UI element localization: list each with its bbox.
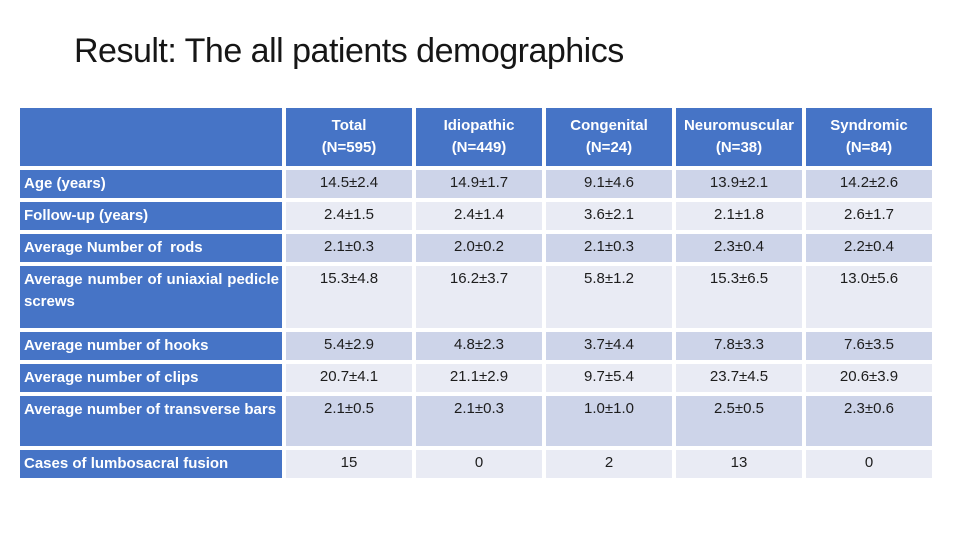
column-header-total: Total (N=595) [286, 108, 412, 166]
column-n-count: (N=449) [451, 139, 507, 156]
row-label: Average number of transverse bars [20, 396, 282, 446]
header-row: Total (N=595) Idiopathic (N=449) Congenital (… [20, 108, 932, 166]
row-label: Average number of uniaxial pedicle screw… [20, 266, 282, 328]
value-cell: 14.9±1.7 [416, 170, 542, 198]
table-row: Age (years) 14.5±2.4 14.9±1.7 9.1±4.6 13.9±2… [20, 170, 932, 198]
row-label: Average number of hooks [20, 332, 282, 360]
value-cell: 3.6±2.1 [546, 202, 672, 230]
value-cell: 7.6±3.5 [806, 332, 932, 360]
table-row: Average number of clips 20.7±4.1 21.1±2.9 9… [20, 364, 932, 392]
value-cell: 14.2±2.6 [806, 170, 932, 198]
value-cell: 20.7±4.1 [286, 364, 412, 392]
value-cell: 9.1±4.6 [546, 170, 672, 198]
value-cell: 21.1±2.9 [416, 364, 542, 392]
slide-title: Result: The all patients demographics [74, 32, 624, 70]
column-n-count: (N=38) [715, 139, 763, 156]
column-n-count: (N=84) [845, 139, 893, 156]
row-label: Age (years) [20, 170, 282, 198]
row-label: Average Number of rods [20, 234, 282, 262]
value-cell: 2.1±1.8 [676, 202, 802, 230]
value-cell: 2 [546, 450, 672, 478]
value-cell: 13.0±5.6 [806, 266, 932, 328]
column-title: Syndromic [830, 117, 908, 135]
value-cell: 7.8±3.3 [676, 332, 802, 360]
value-cell: 15 [286, 450, 412, 478]
table-row: Average Number of rods 2.1±0.3 2.0±0.2 2.1±… [20, 234, 932, 262]
value-cell: 9.7±5.4 [546, 364, 672, 392]
value-cell: 0 [806, 450, 932, 478]
demographics-table: Total (N=595) Idiopathic (N=449) Congenital (… [16, 104, 936, 482]
table-body: Age (years) 14.5±2.4 14.9±1.7 9.1±4.6 13.9±2… [20, 170, 932, 478]
value-cell: 2.5±0.5 [676, 396, 802, 446]
value-cell: 2.1±0.5 [286, 396, 412, 446]
table-row: Average number of hooks 5.4±2.9 4.8±2.3 3.7… [20, 332, 932, 360]
value-cell: 14.5±2.4 [286, 170, 412, 198]
value-cell: 2.3±0.4 [676, 234, 802, 262]
column-n-count: (N=24) [585, 139, 633, 156]
value-cell: 2.2±0.4 [806, 234, 932, 262]
corner-cell [20, 108, 282, 166]
row-label: Average number of clips [20, 364, 282, 392]
value-cell: 2.6±1.7 [806, 202, 932, 230]
value-cell: 13.9±2.1 [676, 170, 802, 198]
row-label: Cases of lumbosacral fusion [20, 450, 282, 478]
table-row: Cases of lumbosacral fusion 15 0 2 13 0 [20, 450, 932, 478]
table-row: Follow-up (years) 2.4±1.5 2.4±1.4 3.6±2.1 2.… [20, 202, 932, 230]
value-cell: 3.7±4.4 [546, 332, 672, 360]
value-cell: 16.2±3.7 [416, 266, 542, 328]
value-cell: 1.0±1.0 [546, 396, 672, 446]
value-cell: 23.7±4.5 [676, 364, 802, 392]
table-header: Total (N=595) Idiopathic (N=449) Congenital (… [20, 108, 932, 166]
value-cell: 20.6±3.9 [806, 364, 932, 392]
value-cell: 2.4±1.4 [416, 202, 542, 230]
value-cell: 13 [676, 450, 802, 478]
value-cell: 0 [416, 450, 542, 478]
value-cell: 2.4±1.5 [286, 202, 412, 230]
column-header-congenital: Congenital (N=24) [546, 108, 672, 166]
value-cell: 2.3±0.6 [806, 396, 932, 446]
value-cell: 15.3±4.8 [286, 266, 412, 328]
column-header-idiopathic: Idiopathic (N=449) [416, 108, 542, 166]
column-header-neuromuscular: Neuromuscular (N=38) [676, 108, 802, 166]
value-cell: 4.8±2.3 [416, 332, 542, 360]
column-header-syndromic: Syndromic (N=84) [806, 108, 932, 166]
value-cell: 5.4±2.9 [286, 332, 412, 360]
table-row: Average number of uniaxial pedicle screw… [20, 266, 932, 328]
value-cell: 2.1±0.3 [286, 234, 412, 262]
column-title: Neuromuscular [683, 117, 795, 135]
value-cell: 15.3±6.5 [676, 266, 802, 328]
column-n-count: (N=595) [321, 139, 377, 156]
column-title: Congenital [570, 117, 648, 135]
column-title: Total [331, 117, 367, 135]
column-title: Idiopathic [443, 117, 515, 135]
value-cell: 2.1±0.3 [546, 234, 672, 262]
value-cell: 2.0±0.2 [416, 234, 542, 262]
value-cell: 5.8±1.2 [546, 266, 672, 328]
value-cell: 2.1±0.3 [416, 396, 542, 446]
table-row: Average number of transverse bars 2.1±0.5… [20, 396, 932, 446]
row-label: Follow-up (years) [20, 202, 282, 230]
